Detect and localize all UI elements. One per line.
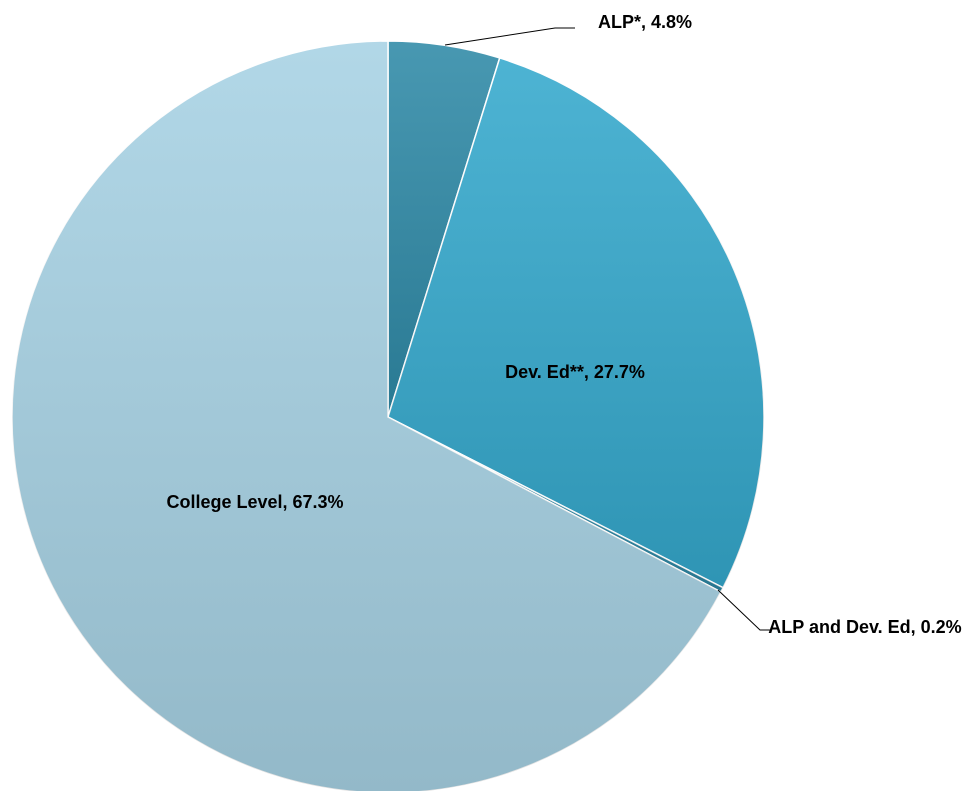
pie (11, 40, 765, 791)
data-label: ALP*, 4.8% (597, 12, 693, 32)
leader-line (444, 27, 575, 46)
data-label: ALP and Dev. Ed, 0.2% (768, 617, 962, 637)
leader-line (717, 589, 772, 631)
slice-shade (12, 41, 721, 791)
slice-shade (388, 57, 764, 588)
data-label: College Level, 67.3% (166, 492, 344, 512)
data-label: Dev. Ed**, 27.7% (505, 362, 645, 382)
slice-shade (388, 41, 500, 417)
